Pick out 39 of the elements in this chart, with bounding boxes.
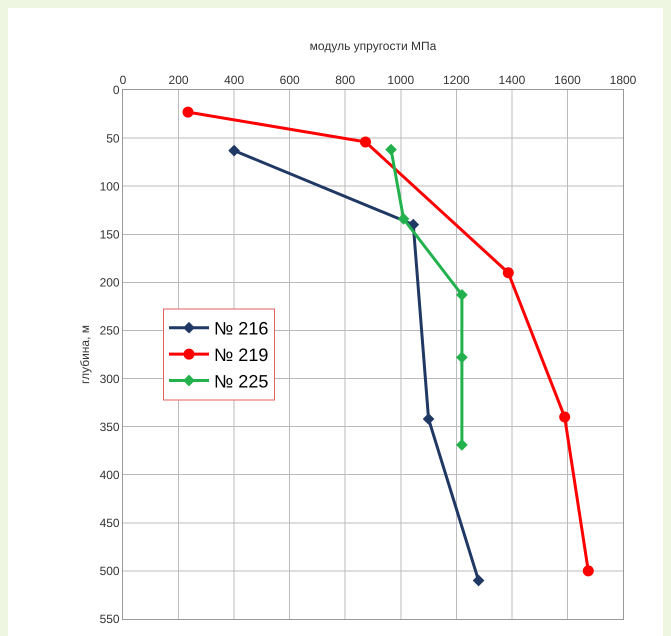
legend-label: № 216: [214, 318, 268, 339]
legend-label: № 225: [214, 372, 268, 392]
x-tick-label: 1000: [387, 73, 414, 88]
y-tick-label: 300: [100, 372, 120, 386]
y-tick-label: 150: [100, 227, 120, 242]
x-tick-label: 600: [280, 73, 300, 88]
x-axis-title: модуль упругости МПа: [310, 39, 437, 53]
point: [422, 413, 434, 425]
point: [472, 574, 484, 586]
y-tick-label: 550: [100, 612, 120, 626]
point: [360, 136, 371, 148]
point: [228, 144, 240, 156]
x-tick-label: 400: [224, 73, 244, 88]
y-tick-label: 100: [100, 179, 120, 194]
point: [456, 289, 468, 301]
x-tick-label: 1200: [442, 73, 470, 88]
point: [398, 213, 410, 225]
y-tick-label: 0: [112, 83, 120, 98]
y-axis-title: глубина, м: [78, 324, 92, 384]
x-tick-label: 1600: [554, 73, 582, 88]
y-tick-label: 200: [100, 276, 120, 290]
y-tick-label: 250: [100, 324, 120, 338]
point: [559, 412, 570, 423]
x-tick-label: 200: [168, 73, 189, 88]
point: [385, 144, 397, 156]
y-tick-label: 450: [100, 516, 120, 530]
x-tick-label: 1400: [498, 73, 526, 88]
x-tick-label: 1800: [610, 73, 637, 88]
point: [502, 267, 514, 278]
point: [582, 565, 594, 576]
y-tick-label: 500: [100, 564, 120, 578]
y-tick-label: 400: [100, 468, 120, 482]
y-tick-label: 350: [100, 420, 120, 434]
point: [456, 439, 468, 451]
y-tick-label: 50: [106, 131, 120, 146]
point: [182, 106, 194, 118]
point: [456, 352, 468, 364]
legend-label: № 219: [214, 345, 268, 366]
x-tick-label: 800: [335, 73, 356, 88]
